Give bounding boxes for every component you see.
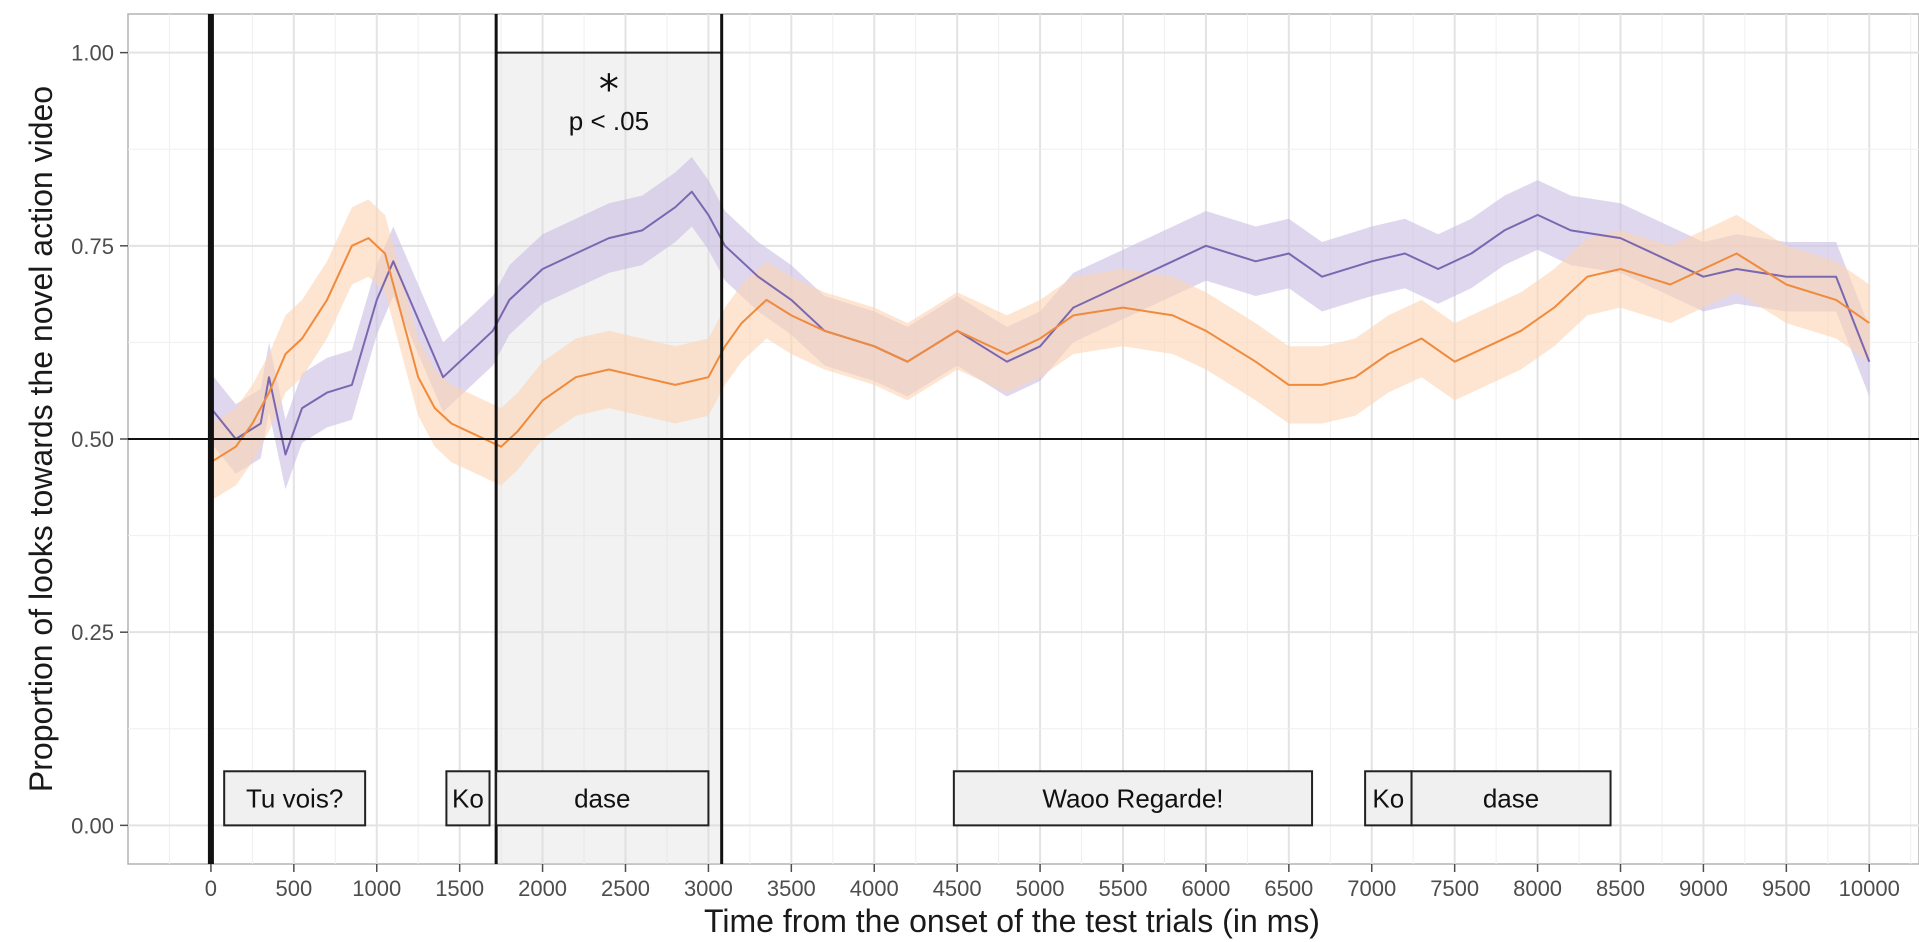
word-box-label: Tu vois? <box>246 783 343 813</box>
x-tick-label: 9000 <box>1679 876 1728 901</box>
word-box <box>952 770 1314 827</box>
x-tick-label: 6500 <box>1264 876 1313 901</box>
x-tick-label: 4000 <box>850 876 899 901</box>
confidence-ribbons <box>210 157 1870 501</box>
y-axis-ticks: 0.00 0.25 0.50 0.75 1.00 <box>71 41 128 838</box>
x-tick-label: 8500 <box>1596 876 1645 901</box>
x-tick-label: 5000 <box>1016 876 1065 901</box>
x-tick-label: 5500 <box>1099 876 1148 901</box>
x-axis-title: Time from the onset of the test trials (… <box>704 903 1320 939</box>
series-lines <box>210 190 1871 464</box>
word-boxes: Tu vois? Ko dase Waoo Regarde! Ko dase <box>223 770 1612 827</box>
word-box-label: dase <box>574 783 630 813</box>
y-tick-label: 1.00 <box>71 41 114 66</box>
y-tick-label: 0.75 <box>71 234 114 259</box>
y-tick-label: 0.50 <box>71 427 114 452</box>
x-tick-label: 3000 <box>684 876 733 901</box>
x-tick-label: 3500 <box>767 876 816 901</box>
x-tick-label: 7000 <box>1347 876 1396 901</box>
word-box <box>495 770 710 827</box>
reference-lines <box>128 14 1919 864</box>
y-tick-label: 0.25 <box>71 620 114 645</box>
word-box <box>445 770 491 827</box>
series-line <box>210 190 1871 456</box>
significance-label: p < .05 <box>569 106 649 136</box>
word-box <box>223 770 367 827</box>
word-box-label: Waoo Regarde! <box>1042 783 1223 813</box>
x-tick-label: 4500 <box>933 876 982 901</box>
word-box-label: Ko <box>1372 783 1404 813</box>
x-tick-label: 2500 <box>601 876 650 901</box>
y-axis-title: Proportion of looks towards the novel ac… <box>23 86 59 792</box>
x-tick-label: 6000 <box>1181 876 1230 901</box>
x-tick-label: 8000 <box>1513 876 1562 901</box>
series-ribbon <box>210 199 1870 501</box>
x-axis-ticks: 0 500 1000 1500 2000 2500 3000 3500 4000 4500 5000… <box>205 864 1900 901</box>
x-tick-label: 500 <box>275 876 312 901</box>
word-box <box>1364 770 1413 827</box>
word-box-label: Ko <box>452 783 484 813</box>
x-tick-label: 9500 <box>1762 876 1811 901</box>
x-tick-label: 10000 <box>1839 876 1900 901</box>
x-tick-label: 2000 <box>518 876 567 901</box>
y-tick-label: 0.00 <box>71 813 114 838</box>
word-box <box>1410 770 1612 827</box>
x-tick-label: 1000 <box>352 876 401 901</box>
x-tick-label: 0 <box>205 876 217 901</box>
series-line <box>210 237 1870 464</box>
word-box-label: dase <box>1483 783 1539 813</box>
x-tick-label: 7500 <box>1430 876 1479 901</box>
significance-star: * <box>599 67 619 113</box>
x-tick-label: 1500 <box>435 876 484 901</box>
